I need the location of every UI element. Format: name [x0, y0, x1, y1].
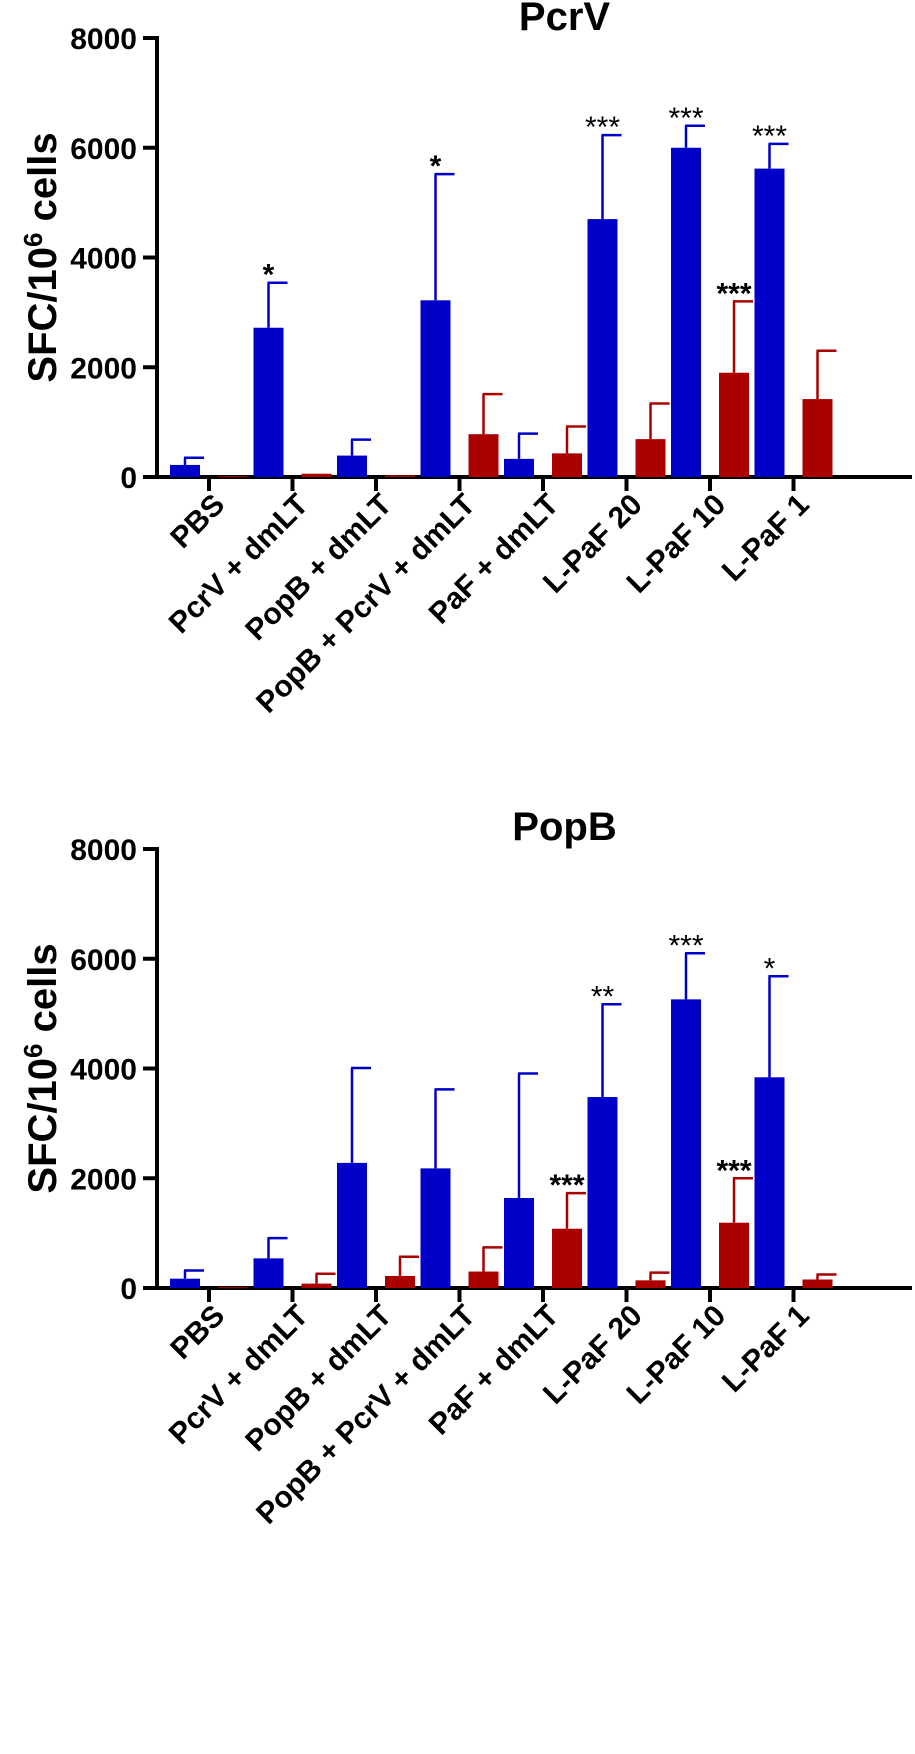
bar-red	[301, 1283, 332, 1288]
bar-blue	[337, 455, 367, 477]
bar-red	[552, 453, 582, 477]
significance-marker: ***	[716, 1154, 751, 1187]
bar-blue	[253, 327, 284, 477]
bar-blue	[337, 1162, 367, 1288]
significance-marker: ***	[752, 120, 787, 153]
bar-blue	[587, 1097, 618, 1288]
y-tick-label: 4000	[70, 1054, 137, 1087]
significance-marker: **	[591, 980, 615, 1013]
x-tick-label: L-PaF 1	[716, 488, 816, 588]
bar-blue	[170, 464, 200, 477]
bar-red	[719, 1222, 749, 1288]
significance-marker: ***	[668, 929, 703, 962]
x-tick-label: L-PaF 1	[716, 1299, 816, 1399]
bar-red	[385, 475, 415, 477]
y-tick-label: 0	[120, 462, 137, 495]
x-tick-label: PBS	[164, 488, 231, 555]
bar-blue	[253, 1258, 284, 1288]
bar-red	[802, 399, 833, 477]
bar-red	[468, 434, 499, 477]
y-tick-label: 4000	[70, 243, 137, 276]
bar-red	[218, 1287, 248, 1289]
y-axis-label-sup: 6	[18, 233, 48, 247]
bar-red	[635, 439, 666, 477]
bar-blue	[754, 168, 785, 478]
bar-blue	[420, 300, 451, 477]
bar-red	[301, 473, 332, 477]
bar-blue	[754, 1077, 785, 1288]
significance-marker: ***	[585, 111, 620, 144]
bar-red	[468, 1271, 499, 1288]
y-axis-label-sup: 6	[18, 1044, 48, 1058]
bar-blue	[671, 147, 701, 477]
y-tick-label: 2000	[70, 352, 137, 385]
bar-blue	[671, 999, 701, 1288]
y-tick-label: 0	[120, 1273, 137, 1306]
chart-title: PcrV	[519, 0, 610, 39]
bar-red	[218, 476, 248, 478]
significance-marker: *	[430, 150, 442, 183]
y-tick-label: 6000	[70, 133, 137, 166]
x-tick-label: PopB + dmLT	[239, 488, 398, 647]
y-axis-label-tail: cells	[21, 943, 65, 1043]
bar-blue	[170, 1278, 200, 1288]
bar-red	[552, 1228, 582, 1288]
bar-blue	[587, 219, 618, 477]
significance-marker: ***	[668, 102, 703, 135]
y-tick-label: 6000	[70, 944, 137, 977]
y-tick-label: 8000	[70, 834, 137, 867]
significance-marker: ***	[549, 1169, 584, 1202]
chart-title: PopB	[512, 805, 616, 849]
bar-blue	[420, 1168, 451, 1288]
bar-red	[385, 1275, 415, 1288]
bar-red	[802, 1279, 833, 1288]
significance-marker: *	[263, 259, 275, 292]
bar-blue	[504, 458, 534, 477]
bar-red	[719, 372, 749, 477]
y-axis-label-tail: cells	[21, 132, 65, 232]
x-tick-label: PopB + dmLT	[239, 1299, 398, 1458]
x-tick-label: PBS	[164, 1299, 231, 1366]
bar-blue	[504, 1198, 534, 1288]
y-tick-label: 2000	[70, 1163, 137, 1196]
y-tick-label: 8000	[70, 23, 137, 56]
significance-marker: ***	[716, 277, 751, 310]
bar-red	[635, 1280, 666, 1288]
y-axis-label: SFC/106 cells	[18, 132, 65, 382]
y-axis-label: SFC/106 cells	[18, 943, 65, 1193]
y-axis-label-main: SFC/10	[21, 247, 65, 383]
y-axis-label-main: SFC/10	[21, 1058, 65, 1194]
significance-marker: *	[764, 952, 776, 985]
